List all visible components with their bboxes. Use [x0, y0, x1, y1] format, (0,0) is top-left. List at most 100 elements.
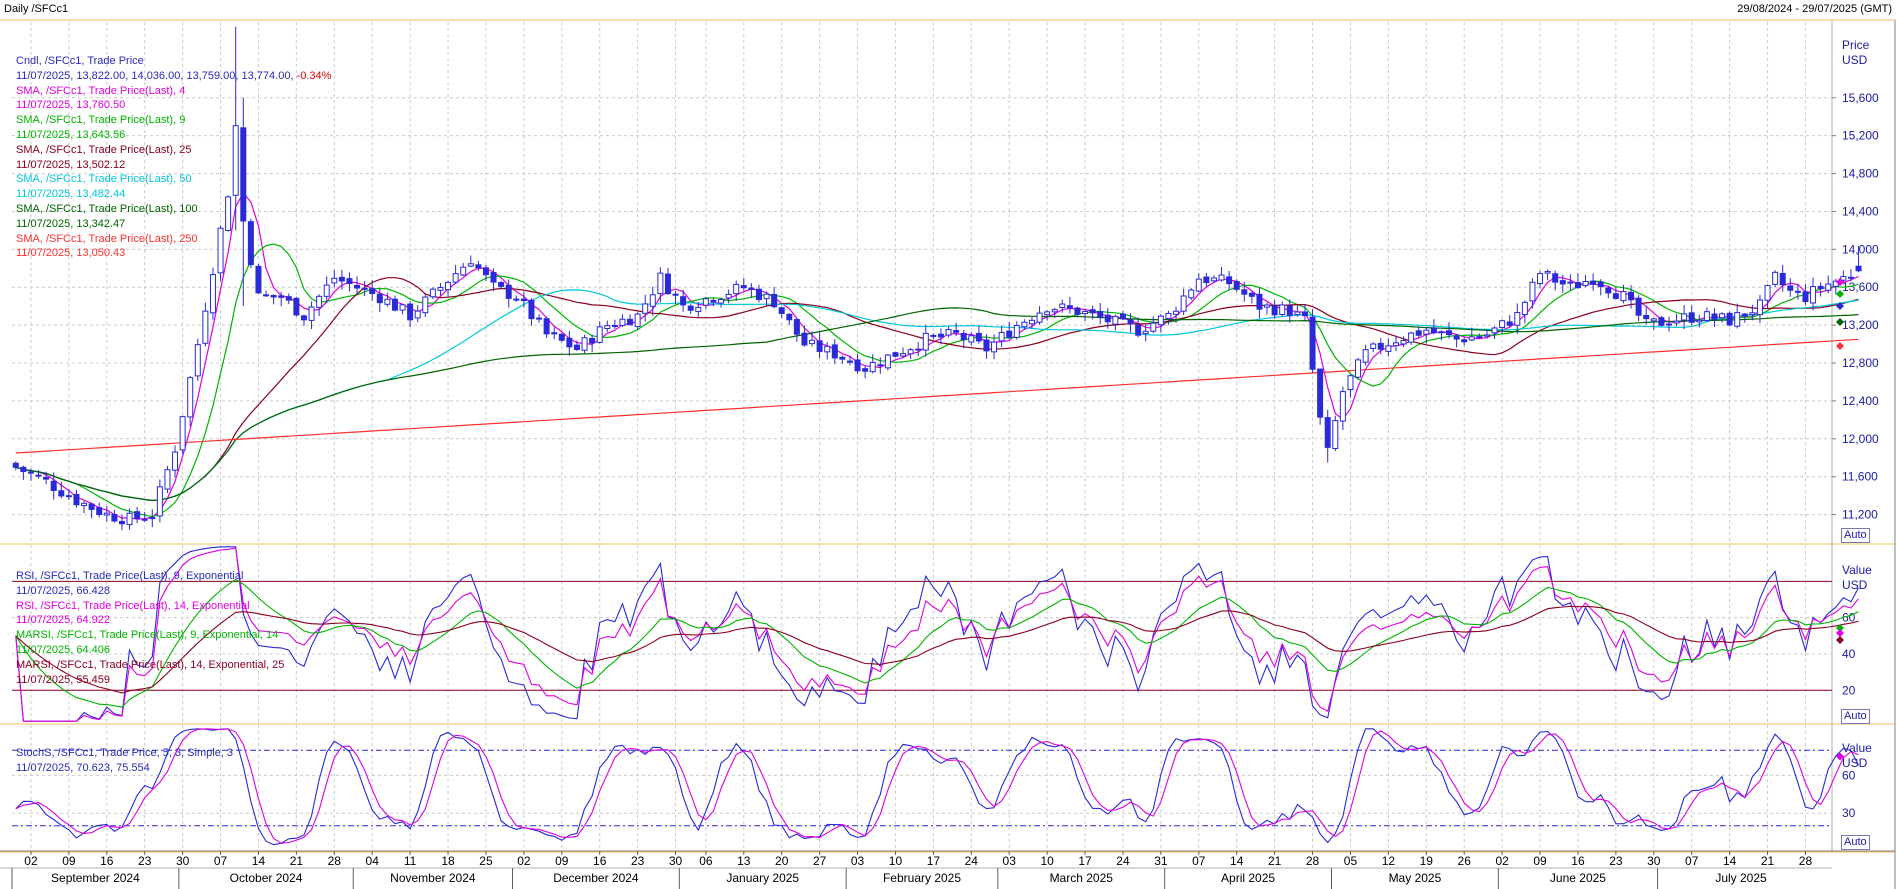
rsi-marker-icon [1836, 629, 1844, 637]
candle-body [1074, 307, 1081, 315]
candle-body [1370, 343, 1377, 349]
candle-body [1210, 277, 1217, 282]
candle-body [991, 341, 998, 353]
candle-body [627, 318, 634, 326]
price-tick-label: 12,400 [1842, 394, 1879, 408]
candle-body [346, 278, 353, 284]
price-tick-label: 13,200 [1842, 318, 1879, 332]
x-tick-label: 20 [775, 854, 789, 868]
price-tick-label: 14,800 [1842, 167, 1879, 181]
candle-body [1021, 321, 1028, 328]
candle-body [1544, 271, 1551, 274]
sma-4-line [15, 191, 1859, 520]
price-legend-line: SMA, /SFCc1, Trade Price(Last), 100 [16, 202, 198, 215]
stoch-auto-button[interactable]: Auto [1841, 835, 1870, 850]
candle-body [854, 359, 861, 372]
candle-body [300, 315, 307, 321]
candle-body [1499, 320, 1506, 328]
candle-body [581, 337, 588, 351]
x-tick-label: 02 [24, 854, 38, 868]
candle-body [1385, 345, 1392, 352]
candle-body [316, 295, 323, 308]
candle-body [558, 333, 565, 341]
candle-body [551, 332, 558, 335]
candle-body [1817, 285, 1824, 290]
price-tick-label: 14,400 [1842, 204, 1879, 218]
candle-body [1256, 293, 1263, 310]
candle-body [1779, 272, 1786, 286]
candle-body [953, 330, 960, 333]
candle-body [846, 360, 853, 363]
candle-body [1339, 391, 1346, 422]
candle-body [490, 272, 497, 283]
candle-body [12, 462, 19, 468]
candle-body [1658, 317, 1665, 326]
x-tick-label: 21 [1268, 854, 1282, 868]
x-tick-label: 23 [631, 854, 645, 868]
candle-body [498, 282, 505, 287]
price-tick-label: 11,600 [1842, 470, 1878, 484]
rsi-legend-line: MARSI, /SFCc1, Trade Price(Last), 9, Exp… [16, 629, 279, 642]
candle-body [611, 325, 618, 328]
candle-body [65, 495, 72, 498]
candle-body [1294, 311, 1301, 316]
candle-body [1537, 273, 1544, 285]
candle-body [1301, 311, 1308, 317]
candle-body [187, 377, 194, 418]
candle-body [194, 344, 201, 377]
candle-body [1279, 304, 1286, 316]
candle-body [111, 514, 118, 522]
candle-body [1165, 312, 1172, 319]
stoch-d-line [15, 728, 1859, 844]
candle-body [1681, 313, 1688, 321]
candle-body [354, 284, 361, 289]
candle-body [323, 284, 330, 297]
x-tick-label: 21 [290, 854, 304, 868]
candle-body [399, 304, 406, 311]
candle-body [1362, 349, 1369, 363]
candle-body [536, 317, 543, 320]
candle-body [657, 272, 664, 295]
stoch-legend-line: StochS, /SFCc1, Trade Price, 5, 3, Simpl… [16, 747, 234, 759]
candle-body [740, 285, 747, 289]
candle-body [1044, 311, 1051, 316]
candle-body [338, 276, 345, 282]
x-tick-label: 02 [1495, 854, 1509, 868]
x-tick-label: 30 [176, 854, 190, 868]
x-tick-label: 10 [1040, 854, 1054, 868]
candle-body [672, 293, 679, 296]
price-auto-button[interactable]: Auto [1841, 528, 1870, 543]
candle-body [1066, 305, 1073, 309]
x-tick-label: 07 [1685, 854, 1699, 868]
candle-body [391, 298, 398, 311]
price-axis-title: Price USD [1842, 38, 1870, 67]
candle-body [1392, 342, 1399, 347]
candle-body [1726, 312, 1733, 326]
candle-body [1552, 273, 1559, 283]
candle-body [1233, 281, 1240, 290]
stoch-axis-title: Value USD [1842, 741, 1872, 770]
candle-body [422, 296, 429, 314]
candle-body [452, 273, 459, 283]
candle-body [1590, 280, 1597, 285]
candle-body [1051, 309, 1058, 313]
x-tick-label: 02 [517, 854, 531, 868]
rsi-tick-label: 40 [1842, 647, 1856, 661]
month-label: February 2025 [883, 871, 961, 885]
x-tick-label: 14 [252, 854, 266, 868]
candle-body [907, 349, 914, 355]
candlestick-series [12, 26, 1862, 531]
candle-body [998, 332, 1005, 342]
candle-body [482, 267, 489, 276]
month-label: June 2025 [1550, 871, 1606, 885]
candle-body [50, 480, 57, 491]
candle-body [27, 471, 34, 474]
rsi-legend-line: RSI, /SFCc1, Trade Price(Last), 14, Expo… [16, 599, 250, 612]
rsi-14-line [15, 547, 1859, 722]
candle-body [702, 298, 709, 306]
candle-body [755, 288, 762, 301]
rsi-legend: RSI, /SFCc1, Trade Price(Last), 9, Expon… [16, 569, 284, 687]
candle-body [1521, 301, 1528, 316]
rsi-auto-button[interactable]: Auto [1841, 709, 1870, 724]
